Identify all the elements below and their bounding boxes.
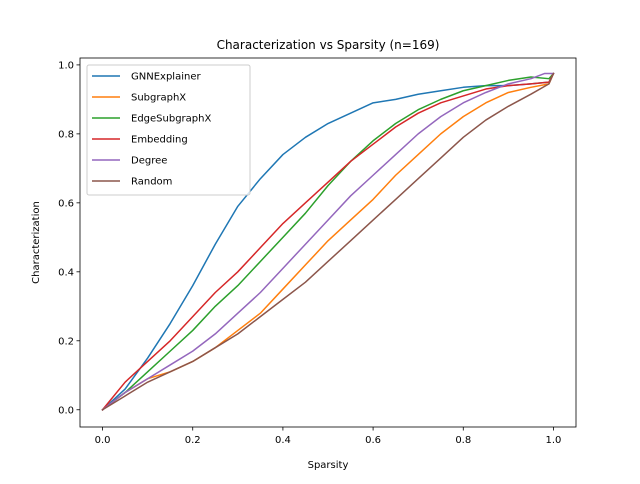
series-line-gnnexplainer	[101, 72, 555, 411]
x-tick-label: 1.0	[546, 435, 562, 446]
y-tick-label: 0.2	[58, 336, 74, 347]
y-axis-ticks: 0.0 0.2 0.4 0.6 0.8 1.0	[58, 60, 80, 416]
plot-area	[79, 57, 577, 428]
x-axis-label: Sparsity	[308, 460, 349, 471]
y-tick-label: 0.4	[58, 267, 74, 278]
legend-label: GNNExplainer	[131, 72, 201, 83]
legend-box	[86, 64, 251, 196]
legend-label: EdgeSubgraphX	[131, 114, 211, 125]
series-line-embedding	[101, 72, 555, 411]
x-tick-label: 0.6	[365, 435, 381, 446]
series-line-edgesubgraphx	[101, 72, 555, 411]
y-tick-label: 0.8	[58, 129, 74, 140]
chart-title: Characterization vs Sparsity (n=169)	[217, 38, 440, 52]
x-tick-label: 0.2	[185, 435, 201, 446]
y-tick-label: 0.0	[58, 405, 74, 416]
y-tick-label: 0.6	[58, 198, 74, 209]
x-tick-label: 0.4	[275, 435, 291, 446]
series-line-degree	[101, 72, 555, 411]
legend-label: Degree	[131, 156, 167, 167]
series-line-random	[101, 72, 555, 411]
legend-label: SubgraphX	[131, 93, 186, 104]
legend-label: Embedding	[131, 135, 188, 146]
legend-entries: GNNExplainer SubgraphX EdgeSubgraphX Embedd…	[92, 72, 211, 188]
legend-label: Random	[131, 177, 172, 188]
x-axis-ticks: 0.0 0.2 0.4 0.6 0.8 1.0	[95, 427, 562, 446]
series-layer	[101, 72, 555, 411]
plot-frame	[79, 57, 577, 428]
y-tick-label: 1.0	[58, 60, 74, 71]
legend: GNNExplainer SubgraphX EdgeSubgraphX Embedd…	[86, 64, 251, 196]
y-axis-label: Characterization	[31, 201, 42, 284]
x-tick-label: 0.8	[455, 435, 471, 446]
x-tick-label: 0.0	[95, 435, 111, 446]
